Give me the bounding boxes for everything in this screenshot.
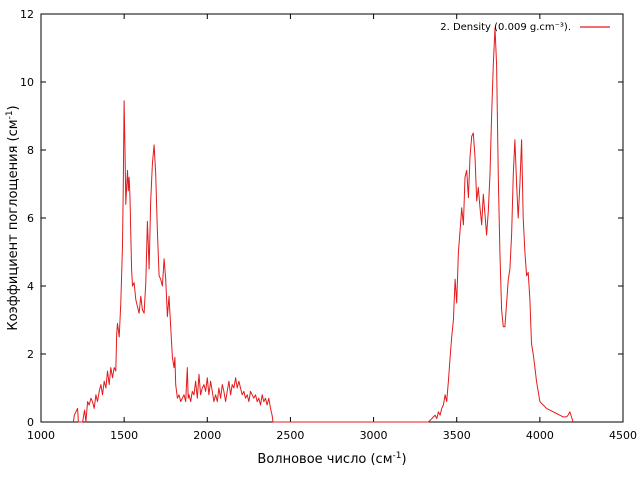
series-line-0 [72,27,574,423]
legend: 2. Density (0.009 g.cm⁻³). [440,22,610,33]
legend-label: 2. Density (0.009 g.cm⁻³). [440,22,571,33]
series-layer [72,27,574,423]
x-tick-label: 4000 [526,429,554,442]
x-tick-label: 3500 [443,429,471,442]
x-tick-label: 2500 [276,429,304,442]
y-axis-label: Коэффициент поглощения (см-1) [5,105,21,330]
x-tick-label: 2000 [193,429,221,442]
y-tick-label: 0 [27,416,34,429]
y-axis-ticks: 0 2 4 6 8 10 12 [20,8,623,429]
x-tick-label: 3000 [360,429,388,442]
x-tick-label: 1500 [110,429,138,442]
y-tick-label: 6 [27,212,34,225]
x-tick-label: 1000 [27,429,55,442]
x-tick-label: 4500 [609,429,637,442]
y-tick-label: 10 [20,76,34,89]
y-tick-label: 2 [27,348,34,361]
x-axis-label: Волновое число (см-1) [257,451,406,467]
y-tick-label: 4 [27,280,34,293]
x-axis-ticks: 1000 1500 2000 2500 3000 3500 4000 4500 [27,14,637,442]
y-tick-label: 8 [27,144,34,157]
y-tick-label: 12 [20,8,34,21]
plot-frame [40,13,624,423]
